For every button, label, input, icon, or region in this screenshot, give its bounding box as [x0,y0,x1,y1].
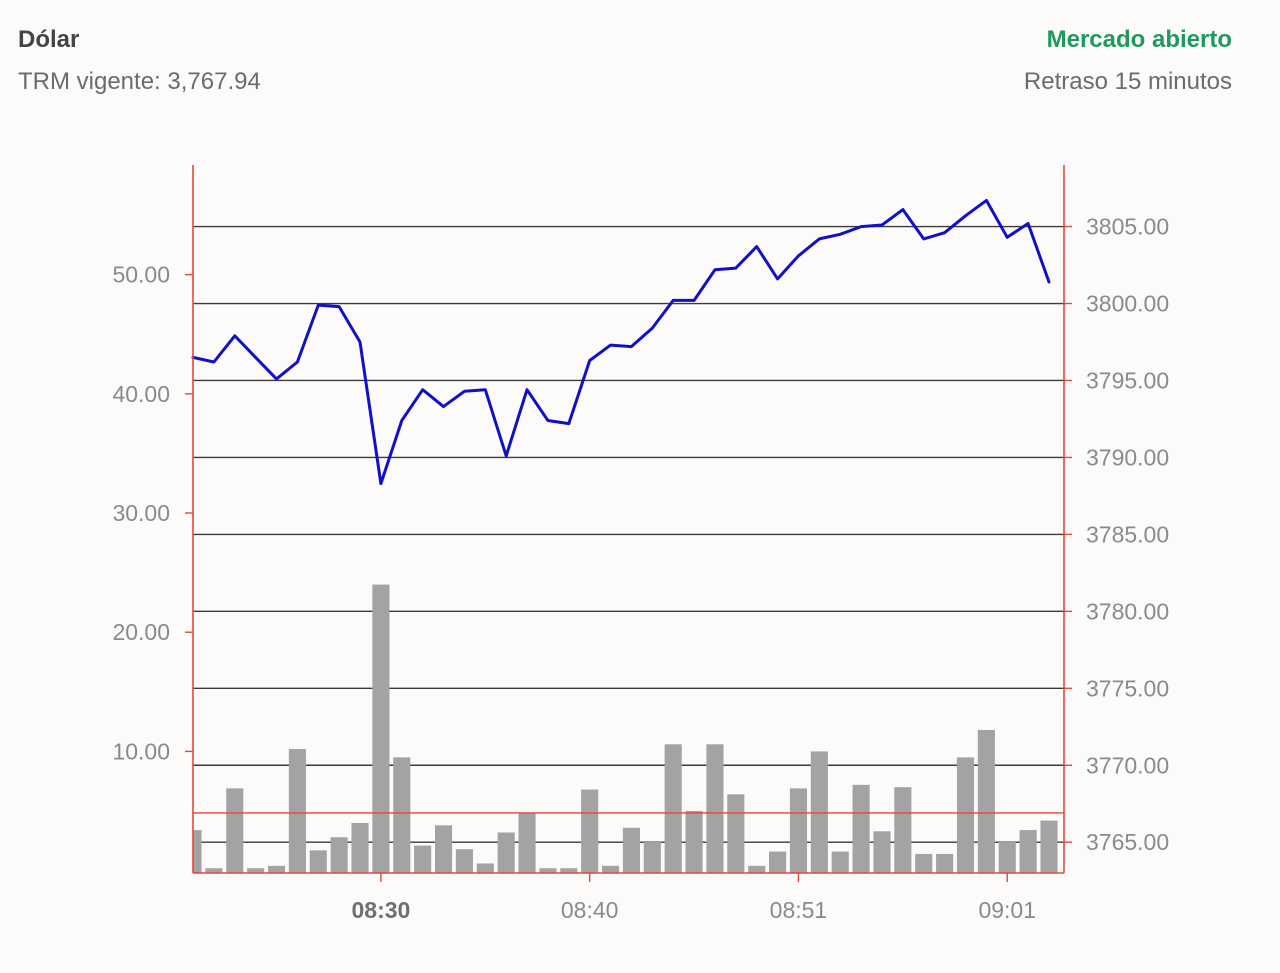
right-tick-label: 3795.00 [1086,367,1169,393]
volume-bar [664,744,682,873]
right-tick-label: 3765.00 [1086,829,1169,855]
right-tick-label: 3770.00 [1086,752,1169,778]
volume-bar [581,789,599,873]
volume-bar [789,788,808,873]
volume-bar [706,744,724,873]
volume-bar [193,830,202,873]
volume-bar [476,863,494,873]
volume-bar [539,868,557,873]
volume-bar [977,729,995,873]
left-tick-label: 30.00 [112,500,170,526]
volume-bar [330,837,348,873]
volume-bar [518,813,536,873]
price-line-group [191,198,1051,486]
left-tick-label: 20.00 [112,619,170,645]
grid-lines [193,225,1064,843]
volume-bar [372,584,390,873]
volume-bar [748,865,766,873]
volume-bar [1040,820,1058,873]
x-tick-label: 08:40 [561,897,619,923]
right-tick-label: 3790.00 [1086,444,1169,470]
volume-bar [894,787,912,873]
instrument-title: Dólar [18,26,80,53]
volume-bar [873,831,891,873]
volume-bar [643,842,661,873]
volume-bar [226,788,244,873]
axes [185,165,1072,882]
volume-bar [915,853,933,873]
volume-bar [831,851,849,873]
left-tick-label: 10.00 [112,738,170,764]
volume-bar [852,784,870,873]
volume-bar [998,842,1016,873]
trm-value: TRM vigente: 3,767.94 [18,68,261,95]
volume-bar [560,868,578,873]
volume-bar [936,853,954,873]
right-tick-label: 3775.00 [1086,675,1169,701]
volume-bar [1019,830,1037,873]
right-tick-label: 3780.00 [1086,598,1169,624]
market-status: Mercado abierto [1046,26,1232,53]
volume-bar [497,832,515,873]
right-tick-label: 3785.00 [1086,521,1169,547]
volume-bar [727,794,745,873]
volume-bar [685,811,703,873]
volume-bar [769,851,787,873]
volume-bar [247,868,265,873]
volume-bar [309,850,327,873]
volume-bars [193,584,1058,873]
volume-bar [434,825,453,873]
volume-bar [267,865,286,873]
right-tick-label: 3800.00 [1086,291,1169,317]
tick-labels: 10.00 20.00 30.00 40.00 50.00 3765.00 3770.00 3… [112,214,1169,923]
volume-bar [288,749,306,873]
volume-bar [602,865,620,873]
volume-bar [393,757,411,873]
left-tick-label: 40.00 [112,381,170,407]
left-tick-label: 50.00 [112,262,170,288]
price-line [191,198,1051,486]
x-tick-label: 09:01 [978,897,1036,923]
x-tick-label: 08:51 [770,897,828,923]
volume-bar [622,827,640,873]
x-tick-label: 08:30 [351,897,410,923]
volume-bar [351,822,369,873]
right-tick-label: 3805.00 [1086,214,1169,240]
volume-bar [810,751,828,873]
volume-bar [455,849,473,873]
volume-bar [205,868,223,873]
volume-bar [956,757,975,873]
volume-bar [414,845,432,873]
delay-note: Retraso 15 minutos [1023,68,1232,95]
